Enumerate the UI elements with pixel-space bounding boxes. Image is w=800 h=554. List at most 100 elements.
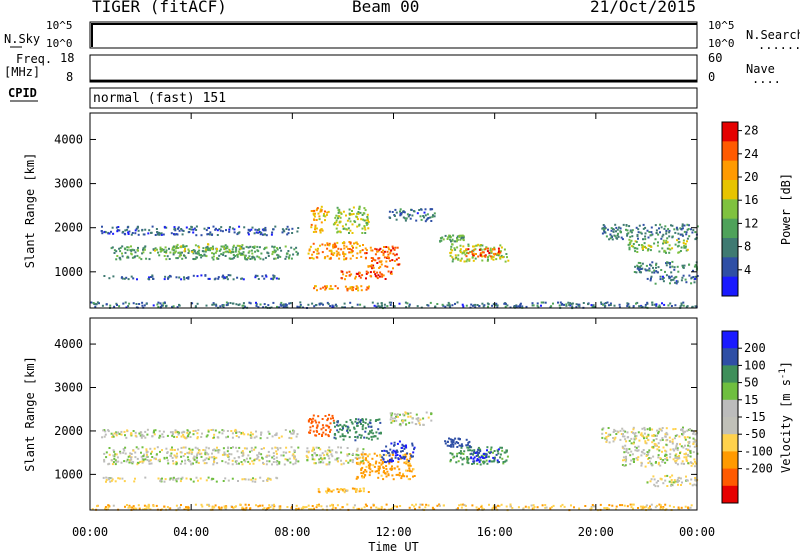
heatmap-cell [467,449,470,452]
heatmap-cell [125,306,128,309]
heatmap-cell [674,428,677,430]
heatmap-cell [292,453,295,456]
heatmap-cell [187,277,190,280]
heatmap-cell [165,305,167,308]
heatmap-cell [451,442,454,445]
heatmap-cell [639,266,641,269]
heatmap-cell [372,432,375,435]
heatmap-cell [670,479,673,481]
heatmap-cell [351,454,354,456]
heatmap-cell [694,479,697,481]
heatmap-cell [614,436,617,439]
heatmap-cell [264,226,267,229]
heatmap-cell [636,264,639,267]
heatmap-cell [133,480,136,483]
heatmap-cell [642,238,644,241]
heatmap-cell [460,237,463,240]
heatmap-cell [342,462,345,465]
heatmap-cell [662,280,665,283]
y-tick-label: 3000 [54,177,83,191]
heatmap-cell [501,449,504,452]
heatmap-cell [393,248,396,251]
heatmap-cell [125,228,128,231]
heatmap-cell [325,505,328,508]
heatmap-cell [402,472,405,475]
heatmap-cell [455,461,458,464]
heatmap-cell [606,301,609,304]
heatmap-cell [155,504,158,507]
heatmap-cell [491,304,494,307]
heatmap-cell [676,480,679,483]
heatmap-cell [226,455,229,457]
heatmap-cell [280,249,283,252]
heatmap-cell [376,250,379,253]
heatmap-cell [688,263,690,266]
heatmap-cell [683,244,686,247]
heatmap-cell [647,458,650,460]
heatmap-cell [383,303,386,306]
heatmap-cell [378,257,381,260]
heatmap-cell [498,461,500,463]
heatmap-cell [361,451,364,454]
heatmap-cell [602,303,604,306]
heatmap-cell [205,246,208,249]
heatmap-cell [629,503,632,506]
heatmap-cell [326,491,329,494]
heatmap-cell [383,469,386,472]
heatmap-cell [693,445,696,448]
heatmap-cell [457,507,459,510]
heatmap-cell [332,245,334,248]
heatmap-cell [384,265,387,268]
heatmap-cell [672,458,675,461]
heatmap-cell [116,230,119,233]
heatmap-cell [633,441,635,444]
heatmap-cell [142,460,145,463]
heatmap-cell [660,269,663,271]
heatmap-cell [545,506,548,509]
x-tick-label: 12:00 [375,525,411,539]
heatmap-cell [665,443,668,446]
heatmap-cell [421,503,424,506]
heatmap-cell [370,431,373,434]
heatmap-cell [544,506,547,509]
heatmap-cell [229,302,232,304]
heatmap-cell [130,249,133,252]
heatmap-cell [681,264,684,267]
heatmap-cell [399,457,402,460]
heatmap-cell [370,429,373,432]
heatmap-cell [472,457,475,460]
heatmap-cell [469,449,471,452]
heatmap-cell [485,456,488,459]
heatmap-cell [462,305,465,308]
heatmap-cell [387,246,390,249]
heatmap-cell [676,228,679,231]
heatmap-cell [385,468,388,470]
heatmap-cell [187,435,189,438]
heatmap-cell [693,265,696,268]
heatmap-cell [387,473,390,476]
heatmap-cell [321,251,324,254]
heatmap-cell [645,264,648,267]
heatmap-cell [327,449,330,452]
heatmap-cell [390,272,393,275]
heatmap-cell [401,419,404,422]
heatmap-cell [144,476,147,479]
heatmap-cell [674,454,677,457]
heatmap-cell [492,252,495,255]
heatmap-cell [138,507,141,510]
heatmap-cell [684,505,687,508]
heatmap-cell [380,459,383,462]
heatmap-cell [650,277,652,280]
heatmap-cell [385,246,388,248]
heatmap-cell [318,215,321,218]
heatmap-cell [207,243,209,246]
heatmap-cell [625,455,627,458]
heatmap-cell [687,507,689,509]
heatmap-cell [154,247,157,250]
heatmap-cell [188,250,191,253]
heatmap-cell [176,306,179,309]
heatmap-cell [363,207,366,210]
colorbar-swatch [722,141,738,162]
heatmap-cell [485,459,488,462]
heatmap-cell [436,303,439,305]
